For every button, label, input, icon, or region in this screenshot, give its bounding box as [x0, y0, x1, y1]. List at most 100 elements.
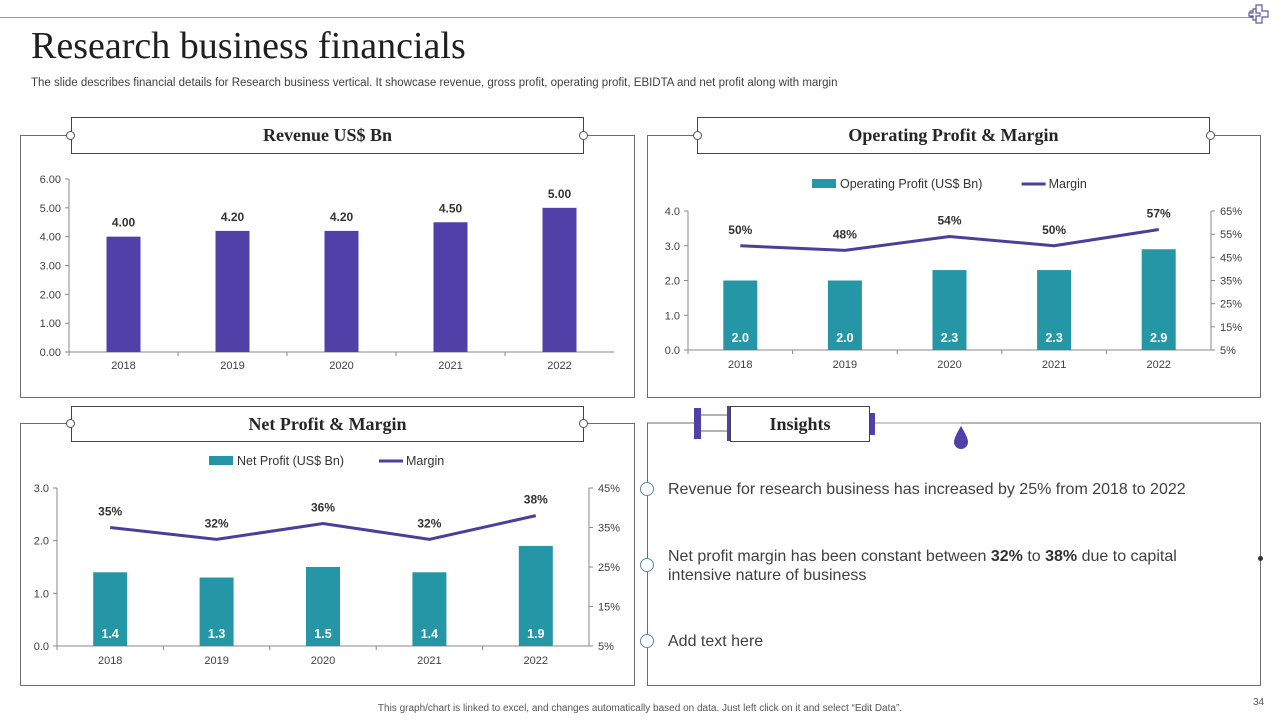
y-tick-label-right: 15% [598, 602, 620, 614]
y-tick-label-left: 1.0 [665, 310, 680, 322]
y-tick-label: 3.00 [40, 261, 61, 273]
x-tick-label: 2019 [204, 655, 228, 667]
net-chart[interactable]: Net Profit (US$ Bn) Margin 0.0 1.0 2.0 3.0 5% 1… [21, 424, 634, 685]
bar-data-label: 2.0 [836, 331, 853, 345]
y-tick-label-right: 35% [1220, 276, 1242, 288]
bar-data-label: 2.0 [732, 331, 749, 345]
bar-data-label: 1.5 [314, 627, 331, 641]
x-tick-label: 2020 [329, 360, 353, 372]
y-tick-label-right: 45% [598, 483, 620, 495]
revenue-panel: 0.00 1.00 2.00 3.00 4.00 5.00 6.00 4.00 2018 4.20… [20, 135, 635, 398]
x-tick-label: 2022 [1146, 359, 1170, 371]
revenue-chart[interactable]: 0.00 1.00 2.00 3.00 4.00 5.00 6.00 4.00 2018 4.20… [21, 136, 634, 397]
x-tick-label: 2020 [937, 359, 961, 371]
revenue-data-label: 4.00 [112, 216, 136, 230]
bar [1037, 270, 1072, 350]
bar [1141, 249, 1176, 350]
y-tick-label-right: 15% [1220, 322, 1242, 334]
top-rule [0, 17, 1252, 18]
y-tick-label-left: 2.0 [34, 536, 49, 548]
revenue-data-label: 5.00 [548, 187, 572, 201]
legend-label-line: Margin [406, 454, 444, 468]
margin-line [740, 228, 1159, 252]
plus-cross-icon [1248, 4, 1269, 24]
end-dot [1258, 556, 1263, 561]
operating-chart[interactable]: Operating Profit (US$ Bn) Margin 0.0 1.0 2.0… [648, 136, 1260, 397]
y-tick-label-left: 3.0 [665, 241, 680, 253]
x-tick-label: 2020 [311, 655, 335, 667]
bar [932, 270, 967, 350]
y-tick-label-right: 25% [598, 562, 620, 574]
y-tick-label-left: 0.0 [665, 345, 680, 357]
margin-line [110, 514, 537, 541]
margin-data-label: 36% [311, 501, 335, 515]
insight-item-3[interactable]: Add text here [668, 633, 764, 650]
y-tick-label-left: 3.0 [34, 483, 49, 495]
bar [827, 280, 862, 350]
bar [412, 572, 447, 646]
bar-data-label: 2.9 [1150, 331, 1167, 345]
insight-bullet [640, 558, 654, 572]
y-tick-label-right: 5% [1220, 345, 1236, 357]
panel-connector-dot [1206, 131, 1215, 140]
revenue-bar [433, 222, 468, 352]
operating-panel-title: Operating Profit & Margin [697, 117, 1210, 154]
net-panel: Net Profit (US$ Bn) Margin 0.0 1.0 2.0 3.0 5% 1… [20, 423, 635, 686]
revenue-data-label: 4.50 [439, 201, 463, 215]
margin-data-label: 32% [417, 516, 441, 530]
insight-bullet [640, 482, 654, 496]
y-tick-label-left: 2.0 [665, 276, 680, 288]
bar [306, 567, 340, 646]
panel-connector-dot [693, 131, 702, 140]
x-tick-label: 2018 [111, 360, 135, 372]
page-title: Research business financials [31, 25, 466, 67]
y-tick-label-right: 45% [1220, 252, 1242, 264]
insight-text-part: due to capital intensive nature of busin… [668, 548, 1177, 584]
legend-swatch-bar [812, 179, 836, 188]
x-tick-label: 2022 [524, 655, 548, 667]
y-tick-label-right: 35% [598, 523, 620, 535]
panel-connector-dot [66, 419, 75, 428]
insight-text-bold: 32% [990, 548, 1023, 565]
insights-panel [647, 423, 1261, 686]
bar [199, 577, 234, 646]
bar [723, 280, 758, 350]
panel-connector-dot [66, 131, 75, 140]
x-tick-label: 2022 [547, 360, 571, 372]
bar-data-label: 1.4 [102, 627, 119, 641]
margin-data-label: 50% [1042, 223, 1066, 237]
legend-swatch-bar [209, 456, 233, 465]
insights-panel-title: Insights [730, 406, 870, 442]
legend-label-line: Margin [1049, 177, 1087, 191]
y-tick-label-left: 0.0 [34, 641, 49, 653]
y-tick-label-right: 25% [1220, 299, 1242, 311]
panel-connector-dot [579, 419, 588, 428]
bar-data-label: 1.9 [527, 627, 544, 641]
y-tick-label-left: 4.0 [665, 206, 680, 218]
revenue-bar [542, 207, 577, 352]
revenue-panel-title: Revenue US$ Bn [71, 117, 584, 154]
bar-data-label: 1.4 [421, 627, 438, 641]
insight-bullet [640, 634, 654, 648]
operating-panel: Operating Profit (US$ Bn) Margin 0.0 1.0 2.0… [647, 135, 1261, 398]
y-tick-label: 5.00 [40, 203, 61, 215]
legend-label-bar: Operating Profit (US$ Bn) [840, 177, 982, 191]
margin-data-label: 35% [98, 505, 122, 519]
y-tick-label: 6.00 [40, 174, 61, 186]
x-tick-label: 2019 [833, 359, 857, 371]
x-tick-label: 2018 [728, 359, 752, 371]
y-tick-label: 0.00 [40, 347, 61, 359]
margin-data-label: 54% [937, 213, 961, 227]
insight-text-part: to [1022, 548, 1046, 565]
bar-data-label: 2.3 [941, 331, 958, 345]
revenue-bar [106, 236, 141, 352]
y-tick-label: 2.00 [40, 289, 61, 301]
y-tick-label: 1.00 [40, 318, 61, 330]
insight-text-bold: 38% [1045, 548, 1078, 565]
x-tick-label: 2018 [98, 655, 122, 667]
revenue-bar [324, 230, 359, 352]
legend-label-bar: Net Profit (US$ Bn) [237, 454, 344, 468]
bar-data-label: 1.3 [208, 627, 225, 641]
x-tick-label: 2021 [1042, 359, 1066, 371]
margin-data-label: 48% [833, 227, 857, 241]
